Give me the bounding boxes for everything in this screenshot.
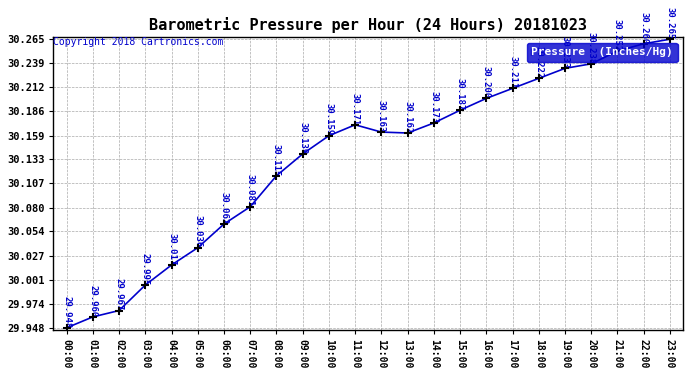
Text: 30.036: 30.036 [193,216,202,248]
Text: 30.081: 30.081 [246,174,255,207]
Text: 30.222: 30.222 [534,46,543,78]
Text: 30.163: 30.163 [377,100,386,132]
Text: 29.995: 29.995 [141,253,150,285]
Text: 30.233: 30.233 [560,36,569,68]
Text: 30.139: 30.139 [298,122,307,154]
Text: 30.162: 30.162 [403,101,412,133]
Text: 30.260: 30.260 [639,12,648,44]
Text: 29.948: 29.948 [62,296,71,328]
Text: 30.115: 30.115 [272,144,281,176]
Text: 30.252: 30.252 [613,19,622,51]
Text: 30.171: 30.171 [351,93,359,125]
Text: 30.062: 30.062 [219,192,228,224]
Text: 30.200: 30.200 [482,66,491,98]
Text: 30.238: 30.238 [586,32,595,64]
Text: 30.017: 30.017 [167,233,176,265]
Text: 30.159: 30.159 [324,104,333,136]
Text: Copyright 2018 Cartronics.com: Copyright 2018 Cartronics.com [53,38,224,47]
Text: 30.187: 30.187 [455,78,464,110]
Text: 30.211: 30.211 [508,56,517,88]
Title: Barometric Pressure per Hour (24 Hours) 20181023: Barometric Pressure per Hour (24 Hours) … [149,18,587,33]
Text: 30.173: 30.173 [429,91,438,123]
Text: 29.960: 29.960 [88,285,97,317]
Text: 30.265: 30.265 [665,7,674,39]
Legend: Pressure  (Inches/Hg): Pressure (Inches/Hg) [527,43,678,62]
Text: 29.967: 29.967 [115,278,124,310]
